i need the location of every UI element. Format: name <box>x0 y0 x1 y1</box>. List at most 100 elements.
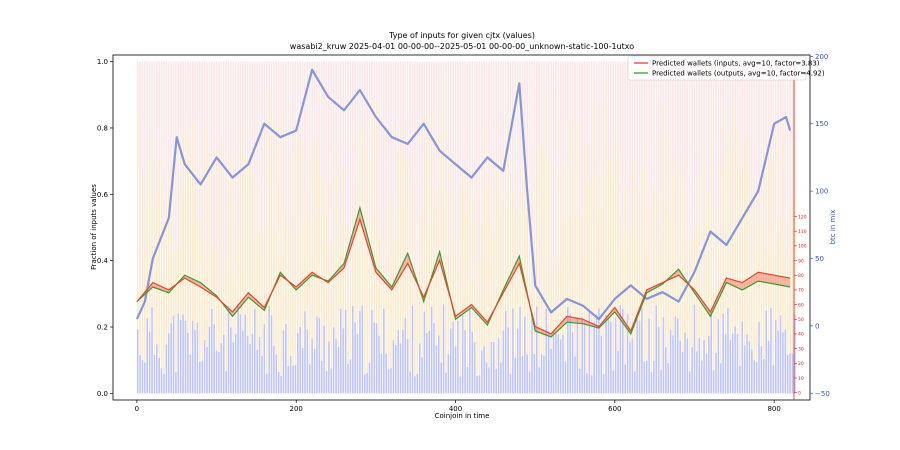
composition-bar-low <box>414 376 416 394</box>
composition-bar-mid <box>404 154 407 318</box>
composition-bar-low <box>731 333 734 394</box>
composition-bar-low <box>784 329 787 394</box>
composition-bar-high <box>595 61 598 208</box>
composition-bar-low <box>667 363 670 394</box>
composition-bar-low <box>636 319 638 394</box>
composition-bar-low <box>715 352 717 394</box>
series-line-outputs <box>136 205 791 338</box>
composition-bar-mid <box>502 279 505 331</box>
composition-bar-high <box>461 61 464 174</box>
composition-bar-low <box>751 349 753 394</box>
composition-bar-low <box>330 368 333 394</box>
composition-bar-low <box>308 364 311 394</box>
composition-bar-low <box>287 365 290 394</box>
composition-bar-low <box>342 328 345 394</box>
composition-bar-low <box>500 362 502 394</box>
composition-bar-low <box>187 332 189 394</box>
composition-bar-low <box>359 310 361 394</box>
composition-bar-high <box>600 61 603 207</box>
stacked-bars-layer <box>136 61 796 394</box>
composition-bar-mid <box>440 131 442 363</box>
composition-bar-high <box>543 61 545 153</box>
composition-bar-mid <box>598 174 600 309</box>
composition-bar-mid <box>712 287 715 371</box>
composition-bar-low <box>557 334 560 394</box>
composition-bar-mid <box>533 255 536 354</box>
composition-bar-high <box>633 61 636 216</box>
composition-bar-high <box>330 61 333 305</box>
composition-bar-low <box>253 308 256 394</box>
composition-bar-low <box>392 340 395 394</box>
composition-bar-high <box>287 61 290 224</box>
composition-bar-high <box>301 61 304 225</box>
composition-bar-low <box>595 314 598 394</box>
composition-bar-low <box>158 358 161 394</box>
composition-bar-low <box>535 306 538 394</box>
composition-bar-high <box>139 61 141 287</box>
composition-bar-mid <box>507 117 509 328</box>
composition-bar-mid <box>588 175 591 312</box>
composition-bar-high <box>622 61 624 220</box>
composition-bar-high <box>440 61 442 132</box>
composition-bar-low <box>763 358 765 394</box>
composition-bar-mid <box>571 273 574 333</box>
composition-bar-low <box>459 376 462 394</box>
composition-bar-mid <box>774 135 777 320</box>
composition-bar-low <box>397 330 399 394</box>
composition-bar-low <box>227 305 230 394</box>
composition-bar-high <box>567 61 569 216</box>
composition-bar-low <box>514 357 517 394</box>
composition-bar-mid <box>423 151 426 312</box>
composition-bar-mid <box>392 198 395 341</box>
composition-bar-mid <box>777 227 779 331</box>
composition-bar-high <box>533 61 536 256</box>
composition-bar-high <box>239 61 242 125</box>
composition-bar-high <box>657 61 660 258</box>
composition-bar-mid <box>304 191 306 312</box>
composition-bar-high <box>581 61 583 256</box>
y-axis-label: Fraction of inputs values <box>90 184 98 270</box>
composition-bar-mid <box>141 171 144 361</box>
composition-bar-high <box>583 61 586 144</box>
composition-bar-mid <box>557 169 560 335</box>
composition-bar-low <box>449 328 452 394</box>
composition-bar-low <box>430 307 433 394</box>
composition-bar-low <box>316 316 318 394</box>
composition-bar-mid <box>402 208 404 330</box>
composition-bar-high <box>619 61 622 251</box>
composition-bar-mid <box>550 285 552 349</box>
composition-bar-high <box>285 61 287 213</box>
composition-bar-mid <box>758 253 760 322</box>
composition-bar-low <box>679 340 681 394</box>
composition-bar-low <box>569 313 572 394</box>
composition-bar-high <box>246 61 249 167</box>
composition-bar-low <box>399 343 402 394</box>
composition-bar-mid <box>676 265 679 319</box>
composition-bar-high <box>653 61 655 185</box>
composition-bar-low <box>390 367 392 394</box>
composition-bar-mid <box>684 242 686 333</box>
composition-bar-mid <box>464 216 466 331</box>
composition-bar-high <box>526 61 529 208</box>
composition-bar-mid <box>246 166 249 336</box>
composition-bar-high <box>182 61 184 197</box>
composition-bar-high <box>679 61 681 171</box>
composition-bar-high <box>574 61 576 168</box>
composition-bar-low <box>299 326 301 394</box>
composition-bar-mid <box>148 128 151 332</box>
composition-bar-high <box>232 61 235 275</box>
composition-bar-low <box>179 319 182 394</box>
composition-bar-low <box>454 346 457 394</box>
composition-bar-mid <box>586 184 588 374</box>
composition-bar-mid <box>335 149 337 339</box>
composition-bar-low <box>767 340 770 394</box>
composition-bar-mid <box>375 97 378 324</box>
composition-bar-high <box>397 61 399 149</box>
composition-bar-mid <box>256 181 258 351</box>
composition-bar-high <box>674 61 677 157</box>
composition-bar-low <box>354 322 356 394</box>
composition-bar-mid <box>366 148 368 374</box>
composition-bar-low <box>160 368 163 394</box>
composition-bar-low <box>488 367 490 394</box>
composition-bar-low <box>777 330 779 394</box>
